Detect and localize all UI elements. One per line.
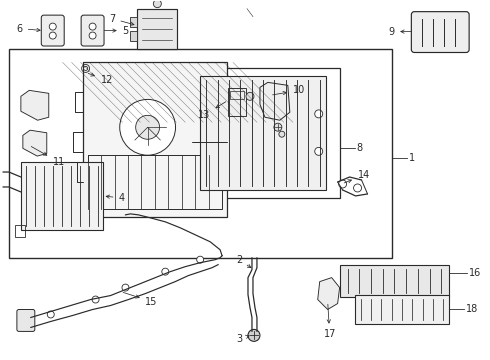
Text: 5: 5 [104,26,129,36]
Bar [15,225,25,237]
FancyBboxPatch shape [17,310,35,332]
Circle shape [162,268,169,275]
FancyBboxPatch shape [41,15,64,46]
Circle shape [47,311,54,318]
Circle shape [196,256,204,263]
Text: 4: 4 [106,193,124,203]
Circle shape [354,184,362,192]
Text: 7: 7 [109,14,134,25]
Text: 6: 6 [17,24,40,33]
Bar [9,49,392,258]
Bar [130,17,137,27]
Circle shape [82,64,90,72]
FancyBboxPatch shape [412,12,469,53]
Text: 15: 15 [123,292,158,306]
Text: 9: 9 [388,27,412,37]
Text: 12: 12 [88,73,113,85]
Bar [228,88,246,116]
Text: 8: 8 [357,143,363,153]
Bar [192,68,340,198]
Circle shape [122,284,129,291]
Circle shape [315,110,323,118]
Text: 16: 16 [469,267,481,278]
Circle shape [248,329,260,341]
Bar [355,294,449,324]
Circle shape [120,99,175,155]
Bar [200,76,326,190]
FancyBboxPatch shape [81,15,104,46]
Circle shape [136,115,160,139]
Bar [137,9,177,49]
Circle shape [315,147,323,155]
Text: 14: 14 [344,170,370,183]
Circle shape [153,0,161,8]
Circle shape [279,131,285,137]
Bar [130,31,137,41]
Text: 11: 11 [31,147,65,167]
Polygon shape [21,90,49,120]
Bar [21,162,102,230]
Circle shape [92,296,99,303]
Text: 13: 13 [198,102,226,120]
Circle shape [339,180,346,188]
Polygon shape [260,82,290,120]
Text: 2: 2 [236,255,251,267]
Circle shape [84,67,88,71]
Circle shape [49,23,56,30]
Text: 3: 3 [236,334,249,345]
Circle shape [246,92,254,100]
Circle shape [49,32,56,39]
Bar [230,91,244,99]
Text: 10: 10 [272,85,305,95]
Text: 18: 18 [466,305,478,315]
Bar [88,155,222,209]
Circle shape [89,32,96,39]
Polygon shape [23,130,47,156]
Bar [340,265,449,297]
Circle shape [89,23,96,30]
Text: 1: 1 [409,153,416,163]
Text: 17: 17 [323,304,336,339]
Circle shape [274,123,282,131]
Polygon shape [318,278,340,310]
Bar [83,62,227,217]
